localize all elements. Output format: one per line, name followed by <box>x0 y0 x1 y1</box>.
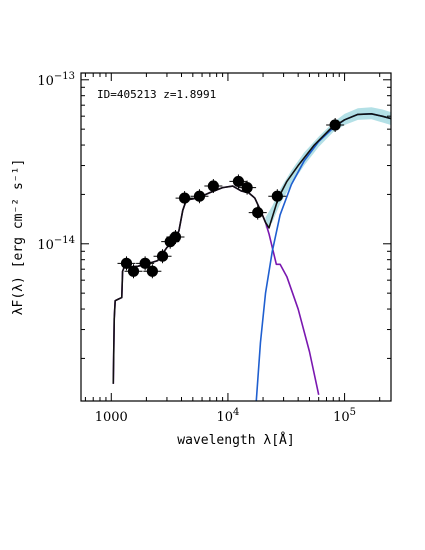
data-point <box>120 257 133 269</box>
data-point <box>193 190 206 202</box>
x-tick-exponent: 5 <box>350 407 356 418</box>
total-model-line <box>112 113 391 384</box>
data-point <box>232 175 245 188</box>
y-tick-label: 10−14 <box>37 235 75 253</box>
data-point <box>146 265 158 277</box>
data-point <box>241 182 253 194</box>
x-tick-label: 105 <box>333 407 356 425</box>
data-point <box>156 250 169 262</box>
observed-points-layer <box>117 118 345 279</box>
plot-frame <box>80 72 392 402</box>
x-tick-exponent: 4 <box>233 407 239 418</box>
data-point <box>127 265 140 277</box>
stellar-component-line <box>112 185 320 395</box>
y-axis-title: λF(λ) [erg cm⁻² s⁻¹] <box>11 159 26 316</box>
data-point <box>139 257 151 269</box>
x-tick-label: 1000 <box>95 410 128 425</box>
data-point <box>207 180 219 192</box>
x-axis-title: wavelength λ[Å] <box>177 432 294 448</box>
x-tick-labels: 1000 104 105 <box>95 407 356 425</box>
data-point <box>178 192 191 204</box>
y-tick-exponent: −13 <box>54 71 75 82</box>
data-point <box>169 231 182 243</box>
y-tick-exponent: −14 <box>54 235 75 246</box>
model-curves-layer <box>112 113 391 401</box>
chart-annotation: ID=405213 z=1.8991 <box>97 88 216 101</box>
data-point <box>329 119 341 131</box>
data-point <box>271 190 283 202</box>
data-point <box>252 206 264 219</box>
x-tick-label: 104 <box>216 407 239 425</box>
y-tick-label: 10−13 <box>37 71 75 89</box>
y-tick-labels: 10−14 10−13 <box>37 71 75 253</box>
dust-component-line <box>255 113 391 401</box>
axis-ticks-layer <box>81 73 391 401</box>
